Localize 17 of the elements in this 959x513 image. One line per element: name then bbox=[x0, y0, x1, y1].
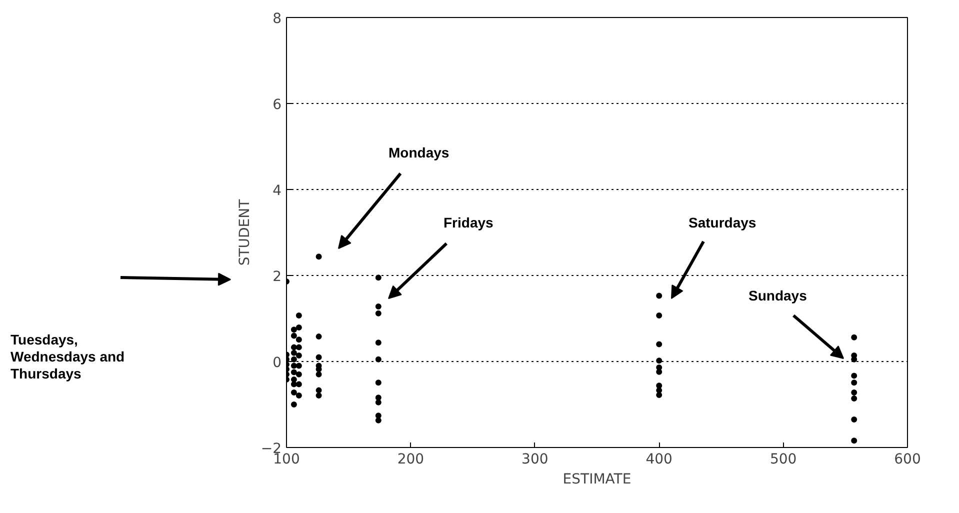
annotation: Fridays bbox=[444, 214, 494, 230]
text: Tuesdays, Wednesdays and Thursdays bbox=[10, 332, 125, 382]
annotation: Saturdays bbox=[688, 214, 756, 230]
x-tick-label: 500 bbox=[770, 452, 797, 468]
x-tick-label: 400 bbox=[646, 452, 672, 468]
annotation: Mondays bbox=[388, 144, 450, 160]
y-tick-label: 6 bbox=[272, 97, 282, 113]
y-tick-label: 0 bbox=[272, 355, 282, 371]
annotation: Sundays bbox=[748, 288, 808, 304]
y-tick-label: 8 bbox=[272, 11, 282, 27]
x-tick-label: 200 bbox=[397, 452, 424, 468]
y-tick-label: 4 bbox=[272, 183, 282, 199]
y-axis-title: STUDENT bbox=[236, 198, 253, 266]
x-axis-title: ESTIMATE bbox=[562, 472, 632, 488]
y-tick-label: 2 bbox=[272, 269, 282, 285]
x-tick-label: 300 bbox=[522, 452, 548, 468]
x-tick-label: 600 bbox=[894, 452, 921, 468]
